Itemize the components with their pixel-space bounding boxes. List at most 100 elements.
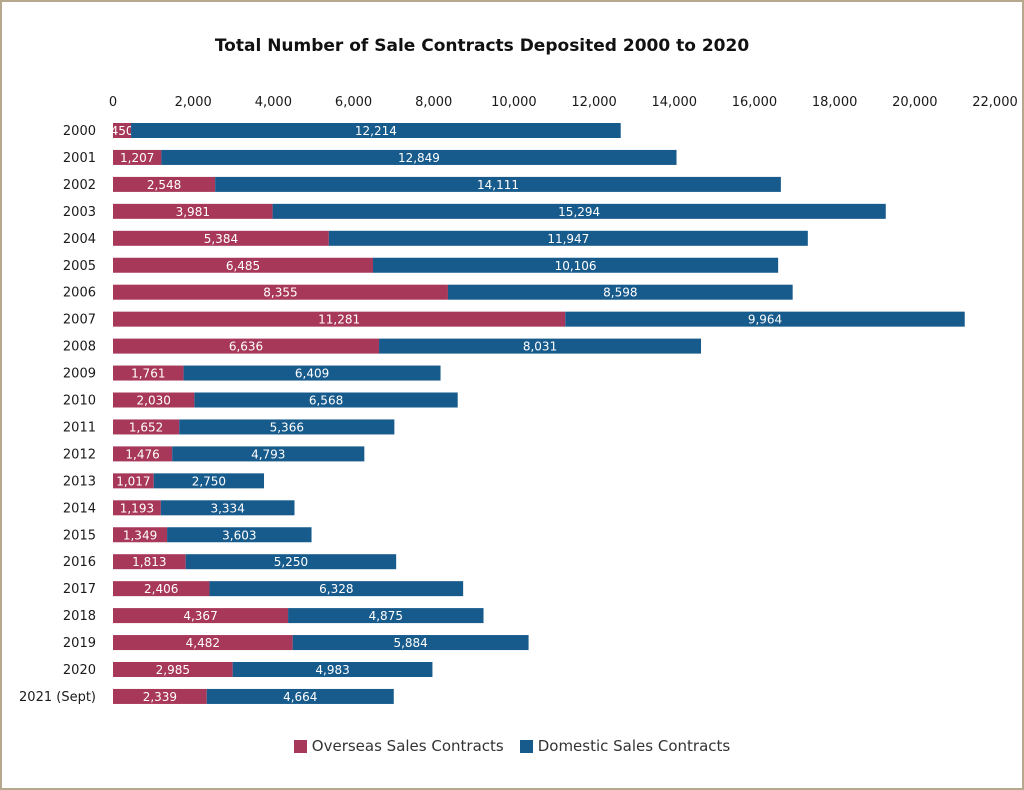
x-tick-label: 6,000 xyxy=(335,95,372,110)
domestic-data-label: 5,884 xyxy=(393,636,427,650)
category-label: 2005 xyxy=(63,259,96,274)
domestic-data-label: 3,334 xyxy=(210,501,244,515)
overseas-bar xyxy=(113,365,184,381)
domestic-data-label: 2,750 xyxy=(192,474,226,488)
overseas-data-label: 5,384 xyxy=(204,232,238,246)
domestic-bar xyxy=(565,311,965,327)
overseas-data-label: 2,339 xyxy=(143,690,177,704)
overseas-bar xyxy=(113,392,195,408)
domestic-bar xyxy=(372,257,779,273)
overseas-bar xyxy=(113,284,448,300)
category-label: 2013 xyxy=(63,474,96,489)
category-label: 2008 xyxy=(63,340,96,355)
domestic-bar xyxy=(161,149,677,165)
overseas-bar xyxy=(113,581,210,597)
domestic-data-label: 4,664 xyxy=(283,690,317,704)
category-label: 2003 xyxy=(63,205,96,220)
domestic-bar xyxy=(272,203,886,219)
domestic-data-label: 5,250 xyxy=(274,555,308,569)
overseas-data-label: 11,281 xyxy=(318,313,360,327)
x-tick-label: 14,000 xyxy=(652,95,698,110)
overseas-bar xyxy=(113,527,168,543)
overseas-data-label: 2,548 xyxy=(147,178,181,192)
domestic-data-label: 6,568 xyxy=(309,394,343,408)
domestic-data-label: 11,947 xyxy=(547,232,589,246)
domestic-data-label: 6,328 xyxy=(319,582,353,596)
category-label: 2007 xyxy=(63,313,96,328)
category-label: 2021 (Sept) xyxy=(19,690,96,705)
domestic-bar xyxy=(292,635,529,651)
category-label: 2019 xyxy=(63,636,96,651)
domestic-bar xyxy=(160,500,295,516)
domestic-data-label: 3,603 xyxy=(222,528,256,542)
domestic-bar xyxy=(185,554,397,570)
domestic-bar xyxy=(288,608,484,624)
domestic-bar xyxy=(447,284,793,300)
overseas-data-label: 2,985 xyxy=(156,663,190,677)
legend-label: Domestic Sales Contracts xyxy=(537,737,731,755)
domestic-data-label: 10,106 xyxy=(555,259,597,273)
x-tick-label: 12,000 xyxy=(571,95,617,110)
domestic-data-label: 4,875 xyxy=(369,609,403,623)
overseas-bar xyxy=(113,500,161,516)
domestic-bar xyxy=(232,662,433,677)
domestic-bar xyxy=(215,176,781,192)
overseas-data-label: 1,349 xyxy=(123,528,157,542)
category-label: 2000 xyxy=(63,124,96,139)
overseas-bar xyxy=(113,608,289,624)
overseas-data-label: 6,485 xyxy=(226,259,260,273)
legend-item: Overseas Sales Contracts xyxy=(293,737,504,755)
category-label: 2010 xyxy=(63,394,96,409)
domestic-data-label: 12,849 xyxy=(398,151,440,165)
legend-label: Overseas Sales Contracts xyxy=(311,737,504,755)
overseas-bar xyxy=(113,554,186,570)
overseas-bar xyxy=(113,176,216,192)
legend-swatch xyxy=(293,739,307,753)
overseas-bar xyxy=(113,419,180,435)
x-tick-label: 18,000 xyxy=(812,95,858,110)
x-tick-label: 0 xyxy=(109,95,117,110)
overseas-data-label: 1,813 xyxy=(132,555,166,569)
overseas-data-label: 2,030 xyxy=(137,394,171,408)
x-tick-label: 8,000 xyxy=(415,95,452,110)
legend-swatch xyxy=(519,739,533,753)
category-label: 2015 xyxy=(63,528,96,543)
x-tick-label: 22,000 xyxy=(972,95,1018,110)
overseas-bar xyxy=(113,338,380,354)
domestic-bar xyxy=(209,581,464,597)
category-label: 2018 xyxy=(63,609,96,624)
domestic-data-label: 12,214 xyxy=(355,124,397,138)
domestic-bar xyxy=(172,446,365,462)
overseas-data-label: 4,367 xyxy=(183,609,217,623)
overseas-bar xyxy=(113,662,233,677)
overseas-bar xyxy=(113,257,373,273)
overseas-data-label: 1,476 xyxy=(125,447,159,461)
x-tick-label: 20,000 xyxy=(892,95,938,110)
overseas-data-label: 1,207 xyxy=(120,151,154,165)
domestic-bar xyxy=(131,123,621,138)
category-label: 2006 xyxy=(63,286,96,301)
legend-item: Domestic Sales Contracts xyxy=(519,737,731,755)
overseas-bar xyxy=(113,311,566,327)
overseas-bar xyxy=(113,203,273,219)
domestic-data-label: 6,409 xyxy=(295,367,329,381)
domestic-bar xyxy=(206,688,394,704)
overseas-bar xyxy=(113,230,329,246)
overseas-bar xyxy=(113,635,293,651)
category-label: 2004 xyxy=(63,232,96,247)
domestic-data-label: 9,964 xyxy=(748,313,782,327)
domestic-bar xyxy=(167,527,312,543)
category-label: 2016 xyxy=(63,555,96,570)
domestic-data-label: 4,983 xyxy=(315,663,349,677)
x-tick-label: 2,000 xyxy=(175,95,212,110)
overseas-bar xyxy=(113,123,132,138)
category-label: 2017 xyxy=(63,582,96,597)
category-label: 2002 xyxy=(63,178,96,193)
domestic-bar xyxy=(379,338,702,354)
category-label: 2001 xyxy=(63,151,96,166)
domestic-bar xyxy=(328,230,808,246)
domestic-data-label: 5,366 xyxy=(270,420,304,434)
domestic-bar xyxy=(194,392,458,408)
overseas-data-label: 450 xyxy=(111,124,134,138)
